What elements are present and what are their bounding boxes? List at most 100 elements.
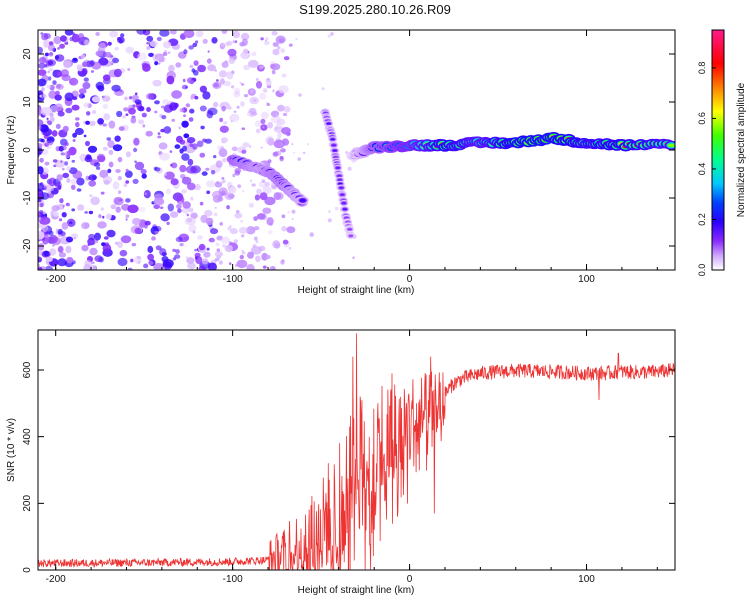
noise-blob bbox=[157, 135, 162, 139]
noise-blob bbox=[222, 243, 226, 248]
noise-blob bbox=[87, 243, 91, 246]
noise-blob bbox=[175, 249, 180, 254]
noise-blob bbox=[321, 87, 325, 91]
noise-blob bbox=[236, 105, 240, 109]
noise-blob bbox=[179, 108, 185, 113]
noise-blob bbox=[66, 151, 72, 157]
noise-blob bbox=[203, 251, 211, 258]
noise-blob bbox=[44, 265, 54, 270]
noise-blob bbox=[64, 161, 69, 166]
noise-blob bbox=[114, 135, 121, 142]
noise-blob bbox=[182, 201, 191, 209]
noise-blob bbox=[48, 90, 57, 99]
noise-blob bbox=[163, 172, 167, 176]
noise-blob bbox=[277, 104, 285, 112]
noise-blob bbox=[90, 196, 100, 206]
y-tick-label: 20 bbox=[22, 48, 33, 60]
noise-blob bbox=[255, 255, 261, 263]
noise-blob bbox=[171, 90, 183, 99]
noise-blob bbox=[197, 235, 203, 240]
noise-blob bbox=[219, 117, 224, 123]
noise-blob bbox=[94, 162, 101, 168]
noise-blob bbox=[177, 208, 182, 214]
noise-blob bbox=[281, 214, 286, 219]
noise-blob bbox=[81, 222, 90, 230]
noise-blob bbox=[131, 243, 136, 247]
spectrogram-y-label: Frequency (Hz) bbox=[6, 116, 17, 185]
noise-blob bbox=[99, 169, 109, 179]
noise-blob bbox=[185, 103, 191, 108]
noise-blob bbox=[57, 228, 63, 235]
steep-branch-core bbox=[341, 202, 347, 205]
noise-blob bbox=[120, 33, 125, 38]
noise-blob bbox=[194, 95, 199, 100]
noise-blob bbox=[277, 132, 282, 139]
noise-blob bbox=[281, 225, 287, 232]
noise-blob bbox=[262, 126, 265, 129]
noise-blob bbox=[208, 237, 215, 243]
noise-blob bbox=[38, 69, 47, 76]
noise-blob bbox=[84, 39, 90, 46]
noise-blob bbox=[91, 175, 97, 181]
noise-blob bbox=[54, 55, 60, 60]
noise-blob bbox=[176, 195, 185, 205]
noise-blob bbox=[214, 181, 223, 188]
noise-blob bbox=[71, 104, 80, 111]
noise-blob bbox=[40, 93, 47, 99]
noise-blob bbox=[125, 218, 128, 221]
colorbar-tick-label: 0.0 bbox=[697, 264, 707, 277]
noise-blob bbox=[146, 41, 150, 45]
noise-blob bbox=[60, 152, 65, 156]
noise-blob bbox=[215, 242, 220, 247]
noise-blob bbox=[57, 258, 67, 267]
noise-blob bbox=[240, 220, 244, 223]
descending-branch-core bbox=[299, 198, 306, 202]
noise-blob bbox=[220, 236, 230, 244]
x-tick-label: 100 bbox=[578, 274, 595, 285]
noise-blob bbox=[144, 192, 147, 195]
noise-blob bbox=[189, 143, 194, 148]
noise-blob bbox=[229, 225, 232, 228]
noise-blob bbox=[107, 140, 115, 149]
noise-blob bbox=[58, 246, 63, 253]
noise-blob bbox=[147, 253, 155, 261]
noise-blob bbox=[87, 145, 98, 153]
noise-blob bbox=[148, 52, 154, 58]
noise-blob bbox=[241, 189, 245, 193]
noise-blob bbox=[90, 70, 95, 73]
noise-blob bbox=[242, 142, 250, 148]
noise-blob bbox=[170, 162, 178, 169]
steep-branch-core bbox=[347, 228, 352, 231]
noise-blob bbox=[248, 144, 252, 149]
noise-blob bbox=[137, 52, 147, 61]
noise-blob bbox=[159, 248, 167, 256]
noise-blob bbox=[44, 52, 49, 57]
snr-x-ticks: -200 -100 0 100 bbox=[46, 330, 658, 585]
noise-blob bbox=[206, 247, 210, 251]
noise-blob bbox=[124, 170, 133, 178]
noise-blob bbox=[183, 49, 188, 55]
noise-blob bbox=[187, 262, 196, 270]
noise-blob bbox=[194, 248, 198, 252]
noise-blob bbox=[226, 71, 234, 80]
steep-branch-core bbox=[326, 122, 331, 125]
noise-blob bbox=[223, 121, 228, 125]
colorbar-tick-label: 0.8 bbox=[697, 62, 707, 75]
noise-blob bbox=[65, 245, 72, 254]
noise-blob bbox=[61, 167, 65, 171]
noise-blob bbox=[97, 221, 107, 229]
noise-blob bbox=[58, 252, 66, 258]
noise-blob bbox=[60, 69, 69, 78]
noise-blob bbox=[69, 77, 79, 86]
noise-blob bbox=[233, 87, 241, 94]
noise-blob bbox=[204, 209, 213, 217]
noise-blob bbox=[160, 213, 170, 222]
noise-blob bbox=[124, 96, 128, 101]
noise-blob bbox=[119, 249, 128, 257]
noise-blob bbox=[261, 252, 269, 261]
noise-blob bbox=[64, 92, 74, 102]
noise-blob bbox=[254, 194, 260, 201]
noise-blob bbox=[117, 257, 128, 267]
noise-blob bbox=[167, 51, 171, 54]
